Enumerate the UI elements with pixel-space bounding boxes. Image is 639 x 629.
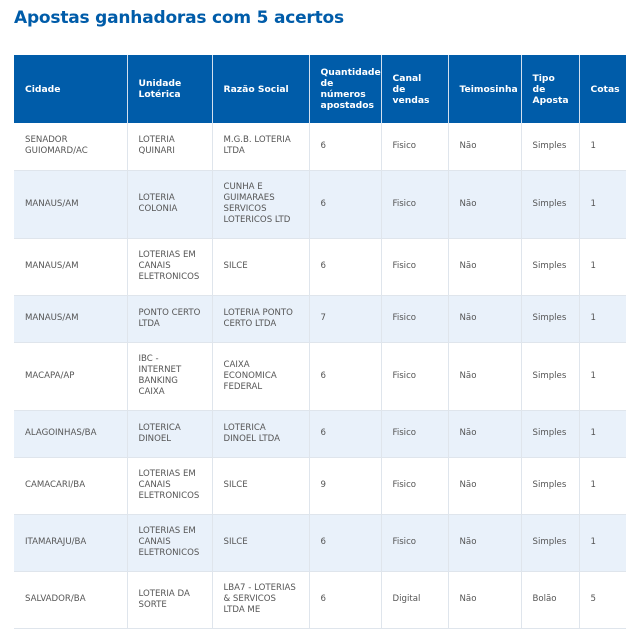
cell-teimosinha: Não — [448, 571, 522, 629]
cell-unidade-loterica: PONTO CERTO LTDA — [127, 295, 213, 343]
cell-canal-de-vendas: Fisico — [381, 514, 449, 572]
column-header-quantidade: Quantidade de números apostados — [309, 55, 382, 123]
cell-canal-de-vendas: Digital — [381, 571, 449, 629]
column-header-cidade: Cidade — [14, 55, 128, 123]
cell-teimosinha: Não — [448, 410, 522, 458]
cell-cidade: MANAUS/AM — [14, 295, 128, 343]
cell-cotas: 1 — [579, 295, 626, 343]
table-body: SENADOR GUIOMARD/AC LOTERIA QUINARI M.G.B.… — [14, 123, 626, 629]
cell-cotas: 1 — [579, 342, 626, 411]
cell-razao-social: LOTERICA DINOEL LTDA — [212, 410, 310, 458]
cell-razao-social: CUNHA E GUIMARAES SERVICOS LOTERICOS LTD — [212, 170, 310, 239]
cell-unidade-loterica: LOTERICA DINOEL — [127, 410, 213, 458]
cell-unidade-loterica: LOTERIAS EM CANAIS ELETRONICOS — [127, 238, 213, 296]
cell-quantidade: 7 — [309, 295, 382, 343]
cell-tipo-de-aposta: Simples — [521, 342, 580, 411]
table-row: MANAUS/AM PONTO CERTO LTDA LOTERIA PONTO C… — [14, 295, 626, 343]
cell-tipo-de-aposta: Simples — [521, 123, 580, 171]
cell-razao-social: M.G.B. LOTERIA LTDA — [212, 123, 310, 171]
table-row: SALVADOR/BA LOTERIA DA SORTE LBA7 - LOTERI… — [14, 571, 626, 629]
table-header-row: Cidade Unidade Lotérica Razão Social Qua… — [14, 55, 626, 123]
column-header-canal-de-vendas: Canal de vendas — [381, 55, 449, 123]
cell-unidade-loterica: LOTERIA DA SORTE — [127, 571, 213, 629]
cell-canal-de-vendas: Fisico — [381, 123, 449, 171]
column-header-teimosinha: Teimosinha — [448, 55, 522, 123]
cell-teimosinha: Não — [448, 238, 522, 296]
cell-cotas: 1 — [579, 457, 626, 515]
cell-tipo-de-aposta: Simples — [521, 514, 580, 572]
cell-canal-de-vendas: Fisico — [381, 238, 449, 296]
cell-quantidade: 6 — [309, 571, 382, 629]
cell-cotas: 1 — [579, 170, 626, 239]
cell-cidade: MACAPA/AP — [14, 342, 128, 411]
winners-table: Cidade Unidade Lotérica Razão Social Qua… — [14, 55, 626, 629]
cell-razao-social: SILCE — [212, 238, 310, 296]
table-row: ITAMARAJU/BA LOTERIAS EM CANAIS ELETRONIC… — [14, 514, 626, 572]
cell-razao-social: SILCE — [212, 514, 310, 572]
cell-quantidade: 6 — [309, 410, 382, 458]
cell-unidade-loterica: IBC - INTERNET BANKING CAIXA — [127, 342, 213, 411]
cell-unidade-loterica: LOTERIA COLONIA — [127, 170, 213, 239]
cell-teimosinha: Não — [448, 457, 522, 515]
cell-cotas: 1 — [579, 410, 626, 458]
table-row: ALAGOINHAS/BA LOTERICA DINOEL LOTERICA DIN… — [14, 410, 626, 458]
cell-cotas: 1 — [579, 514, 626, 572]
column-header-unidade-loterica: Unidade Lotérica — [127, 55, 213, 123]
cell-quantidade: 6 — [309, 170, 382, 239]
cell-cotas: 5 — [579, 571, 626, 629]
cell-canal-de-vendas: Fisico — [381, 295, 449, 343]
cell-cidade: MANAUS/AM — [14, 238, 128, 296]
table-row: MANAUS/AM LOTERIA COLONIA CUNHA E GUIMARAE… — [14, 170, 626, 239]
column-header-razao-social: Razão Social — [212, 55, 310, 123]
cell-cidade: SENADOR GUIOMARD/AC — [14, 123, 128, 171]
cell-unidade-loterica: LOTERIAS EM CANAIS ELETRONICOS — [127, 514, 213, 572]
cell-teimosinha: Não — [448, 295, 522, 343]
cell-canal-de-vendas: Fisico — [381, 170, 449, 239]
cell-unidade-loterica: LOTERIAS EM CANAIS ELETRONICOS — [127, 457, 213, 515]
cell-canal-de-vendas: Fisico — [381, 457, 449, 515]
cell-razao-social: LOTERIA PONTO CERTO LTDA — [212, 295, 310, 343]
cell-quantidade: 6 — [309, 123, 382, 171]
cell-quantidade: 9 — [309, 457, 382, 515]
column-header-cotas: Cotas — [579, 55, 626, 123]
cell-canal-de-vendas: Fisico — [381, 410, 449, 458]
cell-teimosinha: Não — [448, 514, 522, 572]
cell-unidade-loterica: LOTERIA QUINARI — [127, 123, 213, 171]
cell-razao-social: CAIXA ECONOMICA FEDERAL — [212, 342, 310, 411]
cell-tipo-de-aposta: Simples — [521, 457, 580, 515]
column-header-tipo-de-aposta: Tipo de Aposta — [521, 55, 580, 123]
cell-cidade: SALVADOR/BA — [14, 571, 128, 629]
cell-teimosinha: Não — [448, 342, 522, 411]
cell-razao-social: LBA7 - LOTERIAS & SERVICOS LTDA ME — [212, 571, 310, 629]
cell-cotas: 1 — [579, 238, 626, 296]
cell-canal-de-vendas: Fisico — [381, 342, 449, 411]
table-row: MACAPA/AP IBC - INTERNET BANKING CAIXA CAI… — [14, 342, 626, 411]
table-row: MANAUS/AM LOTERIAS EM CANAIS ELETRONICOS S… — [14, 238, 626, 296]
cell-tipo-de-aposta: Simples — [521, 238, 580, 296]
cell-cidade: ITAMARAJU/BA — [14, 514, 128, 572]
cell-quantidade: 6 — [309, 238, 382, 296]
table-row: SENADOR GUIOMARD/AC LOTERIA QUINARI M.G.B.… — [14, 123, 626, 171]
cell-razao-social: SILCE — [212, 457, 310, 515]
page-title: Apostas ganhadoras com 5 acertos — [14, 8, 344, 28]
cell-cidade: MANAUS/AM — [14, 170, 128, 239]
cell-tipo-de-aposta: Simples — [521, 295, 580, 343]
cell-cidade: CAMACARI/BA — [14, 457, 128, 515]
cell-tipo-de-aposta: Simples — [521, 170, 580, 239]
cell-quantidade: 6 — [309, 514, 382, 572]
cell-tipo-de-aposta: Simples — [521, 410, 580, 458]
table-row: CAMACARI/BA LOTERIAS EM CANAIS ELETRONICO… — [14, 457, 626, 515]
cell-teimosinha: Não — [448, 123, 522, 171]
cell-teimosinha: Não — [448, 170, 522, 239]
cell-quantidade: 6 — [309, 342, 382, 411]
cell-cidade: ALAGOINHAS/BA — [14, 410, 128, 458]
cell-tipo-de-aposta: Bolão — [521, 571, 580, 629]
cell-cotas: 1 — [579, 123, 626, 171]
